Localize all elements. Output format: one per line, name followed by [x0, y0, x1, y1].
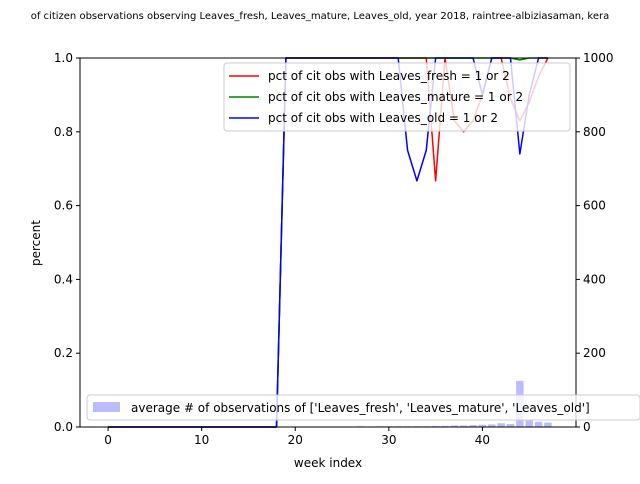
legend-label-mature: pct of cit obs with Leaves_mature = 1 or…: [268, 90, 523, 104]
y2-tick-label: 600: [583, 199, 606, 213]
x-tick-label: 10: [194, 433, 209, 447]
y-tick-label: 0.8: [54, 125, 73, 139]
y-axis-label: percent: [29, 220, 43, 266]
y2-tick-label: 200: [583, 346, 606, 360]
y-tick-label: 0.6: [54, 199, 73, 213]
chart-title: of citizen observations observing Leaves…: [31, 11, 610, 22]
legend-label-bars: average # of observations of ['Leaves_fr…: [131, 401, 590, 415]
y-tick-label: 0.4: [54, 272, 73, 286]
legend-bars: average # of observations of ['Leaves_fr…: [87, 395, 640, 420]
legend-swatch-bars: [93, 402, 120, 412]
y-tick-label: 0.0: [54, 420, 73, 434]
y-tick-label: 0.2: [54, 346, 73, 360]
legend-label-old: pct of cit obs with Leaves_old = 1 or 2: [268, 111, 498, 125]
legend-main: pct of cit obs with Leaves_fresh = 1 or …: [224, 63, 570, 131]
y2-tick-label: 1000: [583, 51, 614, 65]
observation-bar: [544, 423, 551, 427]
x-tick-label: 40: [475, 433, 490, 447]
y-tick-label: 1.0: [54, 51, 73, 65]
observation-bar: [525, 420, 532, 427]
x-tick-label: 0: [104, 433, 112, 447]
observation-bar: [535, 422, 542, 427]
legend-label-fresh: pct of cit obs with Leaves_fresh = 1 or …: [268, 69, 510, 83]
x-tick-label: 20: [288, 433, 303, 447]
y2-tick-label: 0: [583, 420, 591, 434]
observation-bar: [497, 423, 504, 427]
y2-tick-label: 800: [583, 125, 606, 139]
x-tick-label: 30: [381, 433, 396, 447]
x-axis-label: week index: [294, 456, 362, 470]
y2-tick-label: 400: [583, 272, 606, 286]
